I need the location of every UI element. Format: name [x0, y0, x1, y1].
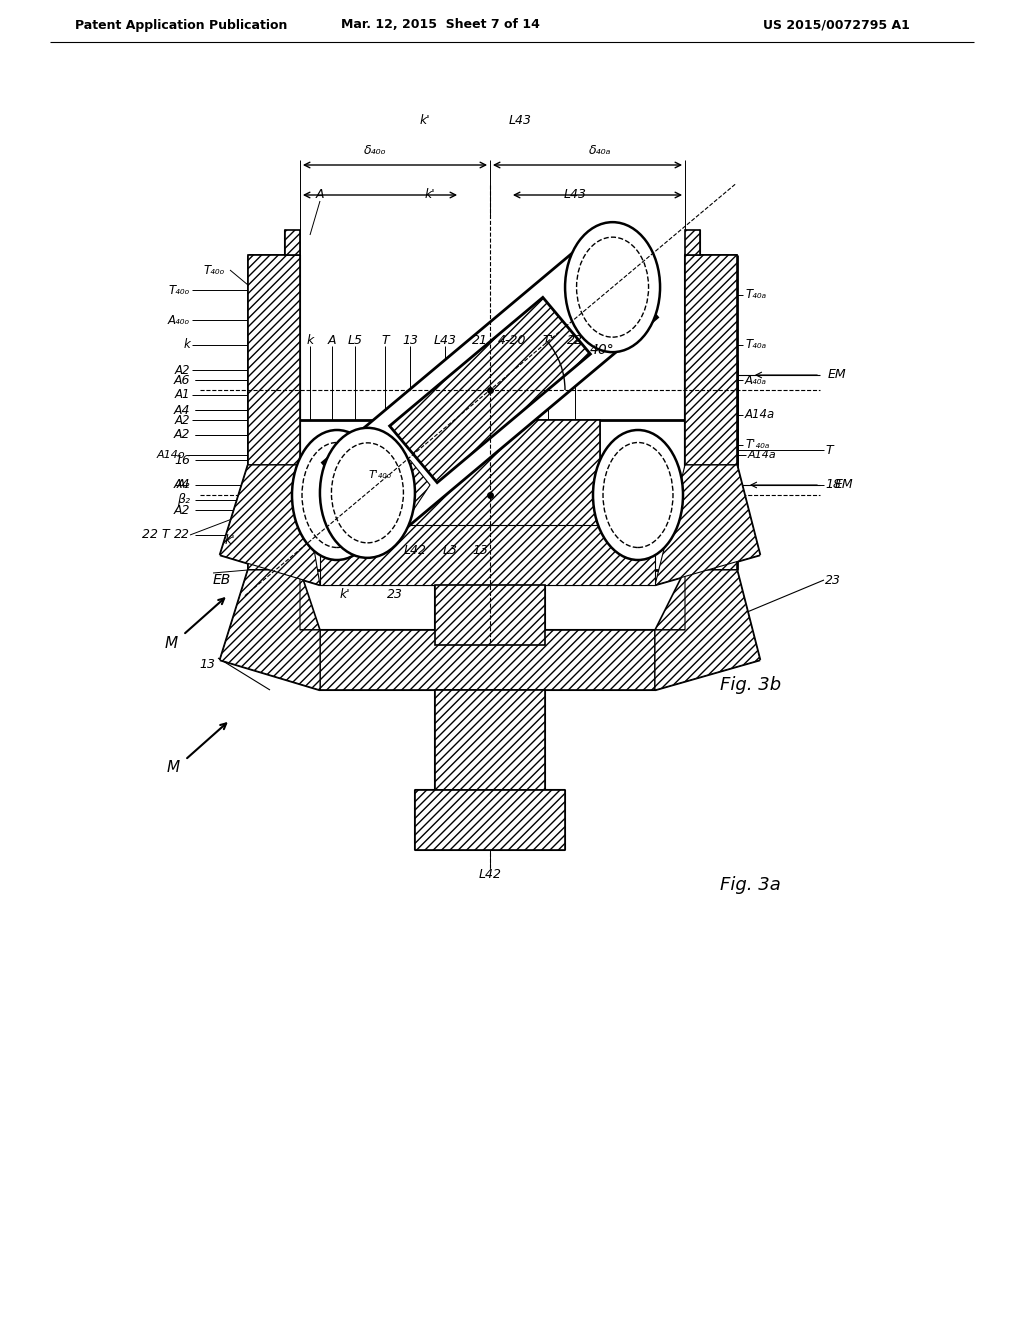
Text: A2: A2	[174, 413, 190, 426]
Text: A₂: A₂	[176, 479, 190, 491]
Text: A14a: A14a	[745, 408, 775, 421]
Text: A14a: A14a	[748, 450, 777, 459]
Text: T̄'₄₀ₐ: T̄'₄₀ₐ	[745, 438, 769, 451]
Polygon shape	[220, 465, 319, 585]
Text: T': T'	[543, 334, 554, 346]
Text: 22: 22	[567, 334, 583, 346]
Text: US 2015/0072795 A1: US 2015/0072795 A1	[763, 18, 910, 32]
Polygon shape	[655, 465, 760, 585]
Text: A₄₀ₐ: A₄₀ₐ	[745, 374, 767, 387]
Text: A1: A1	[174, 388, 190, 401]
Text: T̄₄₀ₒ: T̄₄₀ₒ	[204, 264, 225, 276]
Polygon shape	[685, 360, 737, 570]
Text: Fig. 3b: Fig. 3b	[720, 676, 781, 694]
Polygon shape	[248, 360, 300, 570]
Polygon shape	[380, 459, 430, 515]
Text: EM: EM	[835, 479, 854, 491]
Text: A: A	[328, 334, 336, 346]
Polygon shape	[435, 690, 545, 789]
Ellipse shape	[565, 222, 660, 352]
Text: 4-20: 4-20	[498, 334, 526, 346]
Text: A2: A2	[173, 429, 190, 441]
Text: k': k'	[224, 533, 234, 546]
Text: L43: L43	[563, 189, 587, 202]
Text: 13: 13	[199, 659, 215, 672]
Polygon shape	[655, 570, 740, 630]
Text: T: T	[381, 334, 389, 346]
Text: L43: L43	[509, 114, 531, 127]
Polygon shape	[435, 585, 545, 645]
Polygon shape	[415, 789, 565, 850]
Polygon shape	[685, 230, 700, 255]
Text: Mar. 12, 2015  Sheet 7 of 14: Mar. 12, 2015 Sheet 7 of 14	[341, 18, 540, 32]
Polygon shape	[319, 525, 655, 585]
Text: δ₄₀ₒ: δ₄₀ₒ	[364, 144, 386, 157]
Text: 22 T: 22 T	[142, 528, 170, 541]
Text: M: M	[167, 760, 179, 776]
Text: δ₄₀ₐ: δ₄₀ₐ	[589, 144, 611, 157]
Text: A2: A2	[173, 503, 190, 516]
Text: k': k'	[420, 114, 430, 127]
Ellipse shape	[292, 430, 382, 560]
Polygon shape	[319, 630, 655, 690]
Polygon shape	[380, 420, 600, 570]
Text: T₄₀ₐ: T₄₀ₐ	[745, 338, 766, 351]
Text: 23: 23	[387, 589, 403, 602]
Text: L5: L5	[347, 334, 362, 346]
Text: T̄₄₀ₒ: T̄₄₀ₒ	[169, 284, 190, 297]
Text: A14o: A14o	[157, 450, 185, 459]
Text: L42: L42	[403, 544, 427, 557]
Text: Fig. 3a: Fig. 3a	[720, 876, 780, 894]
Polygon shape	[285, 230, 300, 255]
Text: EB: EB	[213, 573, 231, 587]
Text: 16: 16	[174, 454, 190, 466]
Text: A2: A2	[174, 363, 190, 376]
Polygon shape	[389, 297, 591, 483]
Text: β₂: β₂	[177, 494, 190, 507]
Text: L43: L43	[433, 334, 457, 346]
Polygon shape	[323, 238, 657, 543]
Text: k': k'	[340, 589, 350, 602]
Polygon shape	[248, 255, 300, 465]
Polygon shape	[655, 570, 760, 690]
Ellipse shape	[593, 430, 683, 560]
Text: k: k	[183, 338, 190, 351]
Text: A₄₀ₒ: A₄₀ₒ	[168, 314, 190, 326]
Text: 21: 21	[472, 334, 488, 346]
Text: A: A	[315, 189, 325, 202]
Text: 13: 13	[472, 544, 488, 557]
Text: A4: A4	[173, 404, 190, 417]
Text: L42: L42	[478, 869, 502, 882]
Polygon shape	[685, 255, 737, 465]
Text: k: k	[306, 334, 313, 346]
Text: 13: 13	[402, 334, 418, 346]
Text: T̄'₄₀ₒ: T̄'₄₀ₒ	[369, 470, 392, 480]
Polygon shape	[245, 570, 319, 630]
Text: 40°: 40°	[590, 343, 614, 356]
Text: EM: EM	[828, 368, 847, 381]
Text: k': k'	[425, 189, 435, 202]
Text: T̄₄₀ₐ: T̄₄₀ₐ	[745, 289, 766, 301]
Ellipse shape	[319, 428, 415, 558]
Text: L3: L3	[442, 544, 458, 557]
Text: T: T	[825, 444, 833, 457]
Text: A4: A4	[173, 479, 190, 491]
Text: 23: 23	[825, 573, 841, 586]
Polygon shape	[220, 570, 319, 690]
Text: A6: A6	[173, 374, 190, 387]
Text: 22: 22	[174, 528, 190, 541]
Text: 18: 18	[825, 479, 841, 491]
Text: M: M	[165, 635, 177, 651]
Text: Patent Application Publication: Patent Application Publication	[75, 18, 288, 32]
